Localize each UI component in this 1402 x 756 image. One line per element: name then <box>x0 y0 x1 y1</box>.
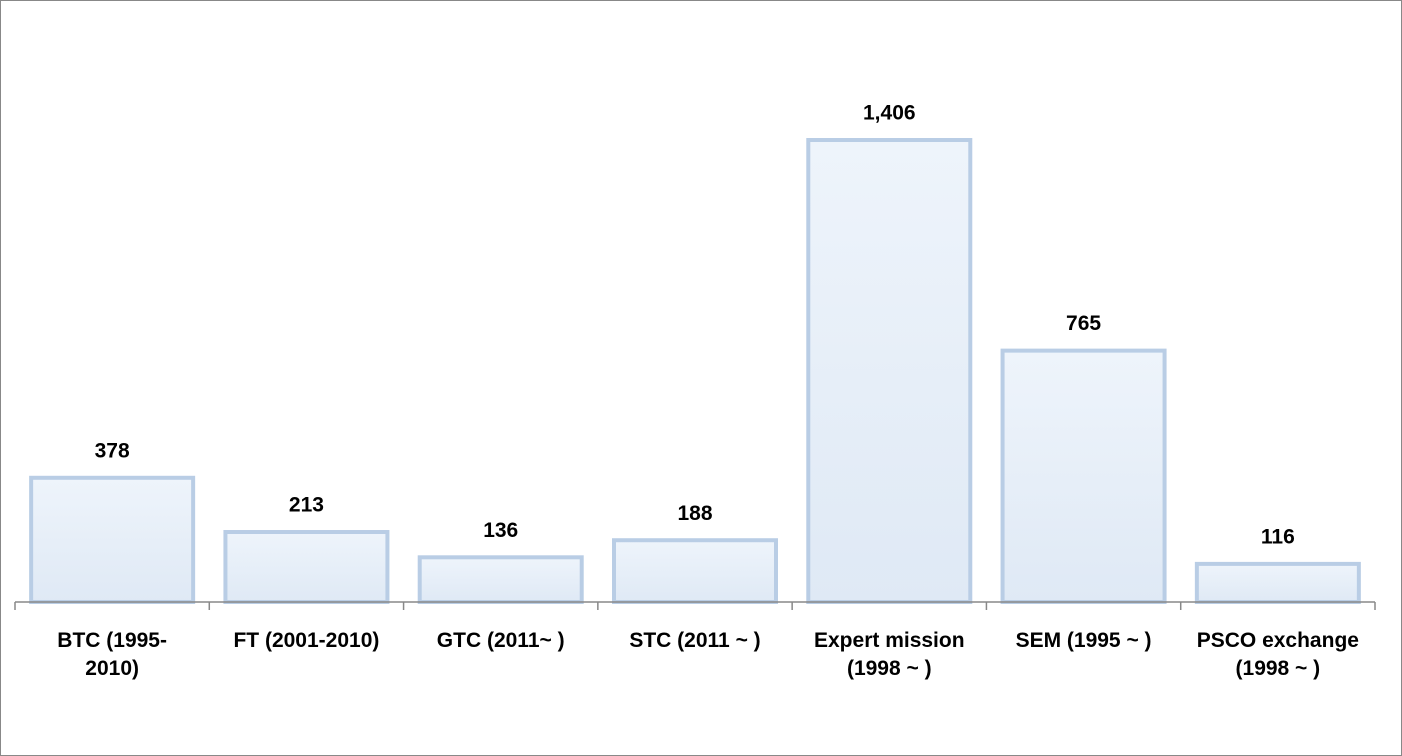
value-label: 188 <box>677 502 712 525</box>
bar <box>1194 561 1361 605</box>
value-label: 1,406 <box>863 102 916 125</box>
value-label: 378 <box>95 439 130 462</box>
bar <box>223 530 390 604</box>
x-tick-label: BTC (1995- 2010) <box>57 629 167 680</box>
x-tick-label: Expert mission (1998 ~ ) <box>814 629 965 680</box>
bar <box>612 538 778 604</box>
value-label: 765 <box>1066 312 1101 335</box>
value-label: 213 <box>289 494 324 517</box>
x-tick-label: STC (2011 ~ ) <box>629 629 761 652</box>
x-tick-label: PSCO exchange (1998 ~ ) <box>1196 629 1359 680</box>
x-tick-label: GTC (2011~ ) <box>436 629 565 652</box>
bar <box>417 555 584 604</box>
bar <box>806 138 973 604</box>
x-tick-label: FT (2001-2010) <box>233 629 380 652</box>
x-tick-label: SEM (1995 ~ ) <box>1015 629 1152 652</box>
value-label: 116 <box>1261 525 1295 548</box>
bar <box>29 475 196 605</box>
bar <box>1000 348 1167 605</box>
value-label: 136 <box>483 519 518 542</box>
